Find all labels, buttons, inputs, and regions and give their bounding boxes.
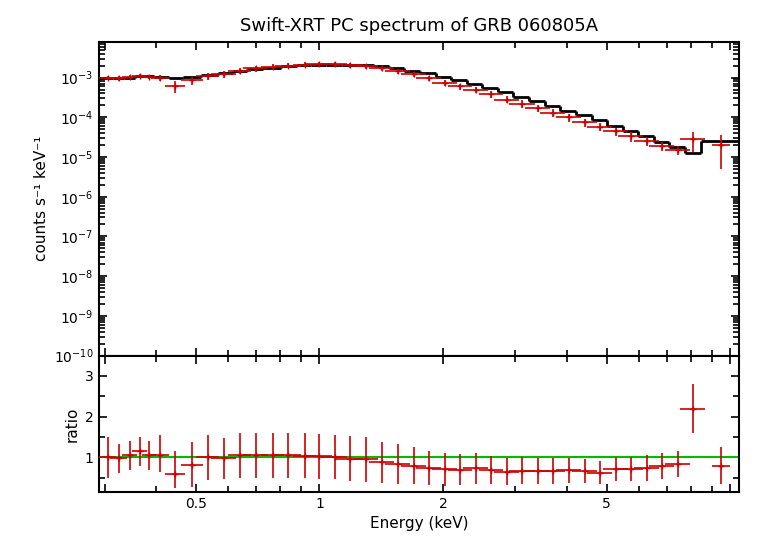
Y-axis label: ratio: ratio: [64, 406, 80, 441]
Title: Swift-XRT PC spectrum of GRB 060805A: Swift-XRT PC spectrum of GRB 060805A: [240, 17, 598, 34]
X-axis label: Energy (keV): Energy (keV): [370, 517, 468, 532]
Y-axis label: counts s⁻¹ keV⁻¹: counts s⁻¹ keV⁻¹: [33, 136, 49, 261]
